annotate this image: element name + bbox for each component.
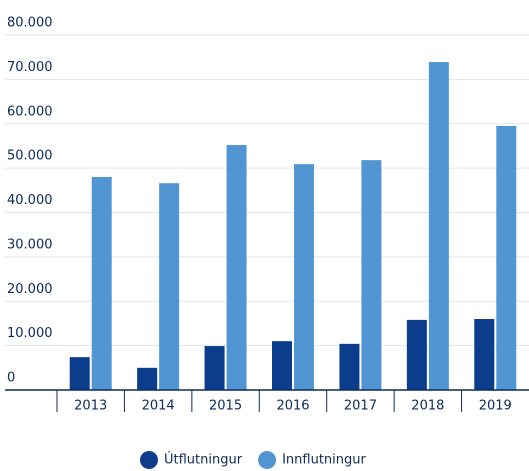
y-tick-label: 0 [7, 371, 15, 386]
y-tick-label: 40.000 [7, 193, 53, 208]
y-tick-label: 20.000 [7, 282, 53, 297]
bar [496, 125, 517, 390]
bar [91, 177, 112, 390]
legend-marker [258, 451, 277, 469]
bar [294, 164, 314, 390]
y-tick-label: 80.000 [7, 16, 53, 31]
x-tick-label: 2014 [142, 399, 175, 414]
y-tick-label: 10.000 [7, 326, 53, 341]
y-tick-label: 50.000 [7, 149, 53, 164]
x-tick-label: 2019 [479, 399, 512, 414]
y-tick-label: 30.000 [7, 237, 53, 252]
y-tick-label: 70.000 [7, 60, 53, 75]
x-tick-label: 2017 [344, 399, 377, 414]
bar [204, 346, 225, 390]
bar [69, 357, 90, 390]
legend-label: Útflutningur [164, 452, 243, 468]
bar [339, 343, 360, 390]
bar [428, 62, 449, 390]
bar [137, 367, 158, 390]
bar [474, 319, 495, 390]
bar [361, 160, 382, 390]
x-tick-label: 2016 [276, 399, 309, 414]
legend-label: Innflutningur [282, 453, 366, 468]
bar [406, 319, 427, 390]
bar [226, 145, 247, 390]
bar [272, 341, 292, 390]
y-tick-label: 60.000 [7, 104, 53, 119]
x-tick-label: 2015 [209, 399, 242, 414]
x-tick-label: 2013 [74, 399, 107, 414]
bar [159, 183, 180, 390]
legend-marker [140, 451, 158, 469]
x-tick-label: 2018 [411, 399, 444, 414]
